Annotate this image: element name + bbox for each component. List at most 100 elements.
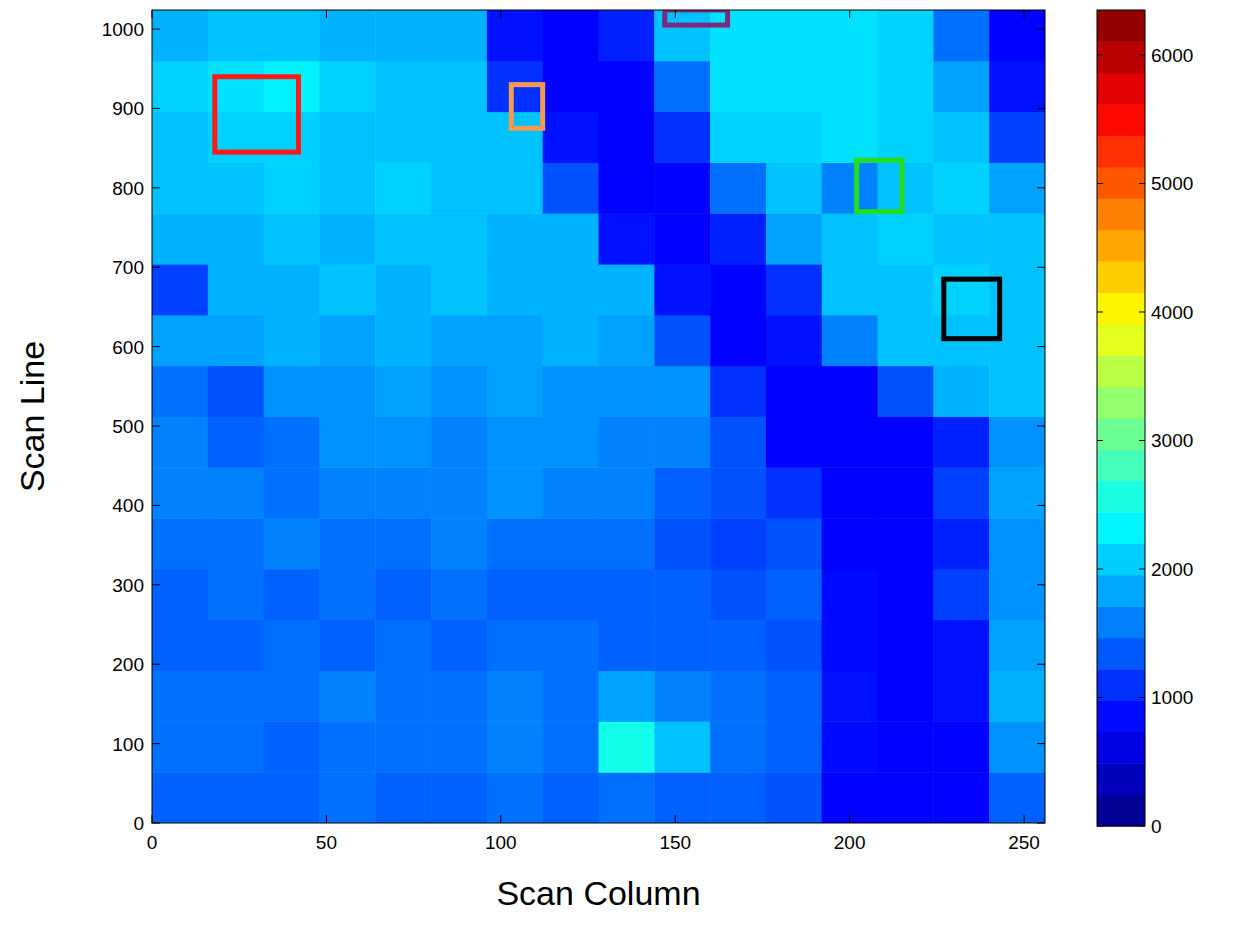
colorbar-tick xyxy=(1139,311,1145,312)
cell xyxy=(375,112,431,163)
cell xyxy=(599,112,655,163)
cell xyxy=(375,467,431,518)
cell xyxy=(208,620,264,671)
cell xyxy=(599,467,655,518)
region-box xyxy=(944,279,1000,339)
y-tick-label: 1000 xyxy=(102,19,144,40)
y-tick xyxy=(152,426,160,427)
cell xyxy=(878,721,934,772)
cell xyxy=(822,264,878,315)
cell xyxy=(487,213,543,264)
chart: 0501001502002500100200300400500600700800… xyxy=(0,0,1252,926)
cell xyxy=(487,366,543,417)
cell xyxy=(654,467,710,518)
cell xyxy=(431,620,487,671)
cell xyxy=(878,10,934,61)
y-tick-label: 500 xyxy=(112,416,144,437)
cell xyxy=(208,721,264,772)
cell xyxy=(878,467,934,518)
x-tick-label: 50 xyxy=(316,832,337,853)
cell xyxy=(264,61,320,112)
cell xyxy=(431,61,487,112)
x-tick-label: 100 xyxy=(485,832,517,853)
cell xyxy=(431,772,487,823)
cell xyxy=(933,671,989,722)
cell xyxy=(152,772,208,823)
cell xyxy=(989,10,1045,61)
cell xyxy=(878,518,934,569)
cell xyxy=(375,620,431,671)
cell xyxy=(766,10,822,61)
cell xyxy=(654,417,710,468)
x-axis-title: Scan Column xyxy=(496,874,700,912)
cell xyxy=(654,518,710,569)
cell xyxy=(264,213,320,264)
cell xyxy=(599,721,655,772)
y-tick-label: 800 xyxy=(112,178,144,199)
cell xyxy=(599,518,655,569)
cell xyxy=(878,264,934,315)
y-tick-label: 200 xyxy=(112,654,144,675)
cell xyxy=(208,213,264,264)
cell xyxy=(431,213,487,264)
colorbar-tick-label: 4000 xyxy=(1151,302,1193,323)
cell xyxy=(710,213,766,264)
cell xyxy=(822,366,878,417)
cell xyxy=(431,315,487,366)
cell xyxy=(431,366,487,417)
colorbar-tick-label: 6000 xyxy=(1151,45,1193,66)
cell xyxy=(766,518,822,569)
colorbar-tick xyxy=(1097,697,1103,698)
cell xyxy=(375,213,431,264)
cell xyxy=(710,61,766,112)
cell xyxy=(710,315,766,366)
cell xyxy=(152,10,208,61)
cell xyxy=(766,721,822,772)
colorbar-band xyxy=(1097,10,1145,42)
colorbar-tick-label: 3000 xyxy=(1151,430,1193,451)
x-tick xyxy=(326,815,327,823)
cell xyxy=(375,10,431,61)
cell xyxy=(822,620,878,671)
cell xyxy=(766,620,822,671)
y-tick-label: 400 xyxy=(112,495,144,516)
cell xyxy=(654,620,710,671)
cell xyxy=(710,162,766,213)
x-tick-label: 0 xyxy=(147,832,158,853)
cell xyxy=(543,112,599,163)
cell xyxy=(319,162,375,213)
cell xyxy=(933,112,989,163)
colorbar-band xyxy=(1097,167,1145,199)
colorbar-band xyxy=(1097,669,1145,701)
cell xyxy=(319,112,375,163)
cell xyxy=(319,467,375,518)
cell xyxy=(264,518,320,569)
region-box xyxy=(215,77,299,152)
regions xyxy=(215,10,1000,339)
colorbar-band xyxy=(1097,544,1145,576)
cell xyxy=(599,772,655,823)
cell xyxy=(487,315,543,366)
y-tick xyxy=(1037,187,1045,188)
cell xyxy=(933,467,989,518)
cell xyxy=(822,467,878,518)
cell xyxy=(487,10,543,61)
cell xyxy=(487,112,543,163)
cell xyxy=(989,772,1045,823)
cell xyxy=(766,569,822,620)
cell xyxy=(152,264,208,315)
cell xyxy=(319,671,375,722)
x-tick xyxy=(500,815,501,823)
cell xyxy=(989,213,1045,264)
cell xyxy=(654,162,710,213)
cell xyxy=(152,162,208,213)
cell xyxy=(599,61,655,112)
y-tick xyxy=(1037,426,1045,427)
y-tick xyxy=(1037,823,1045,824)
y-tick xyxy=(1037,664,1045,665)
colorbar-band xyxy=(1097,449,1145,481)
cell xyxy=(599,620,655,671)
cell xyxy=(766,112,822,163)
cell xyxy=(264,112,320,163)
cell xyxy=(319,213,375,264)
